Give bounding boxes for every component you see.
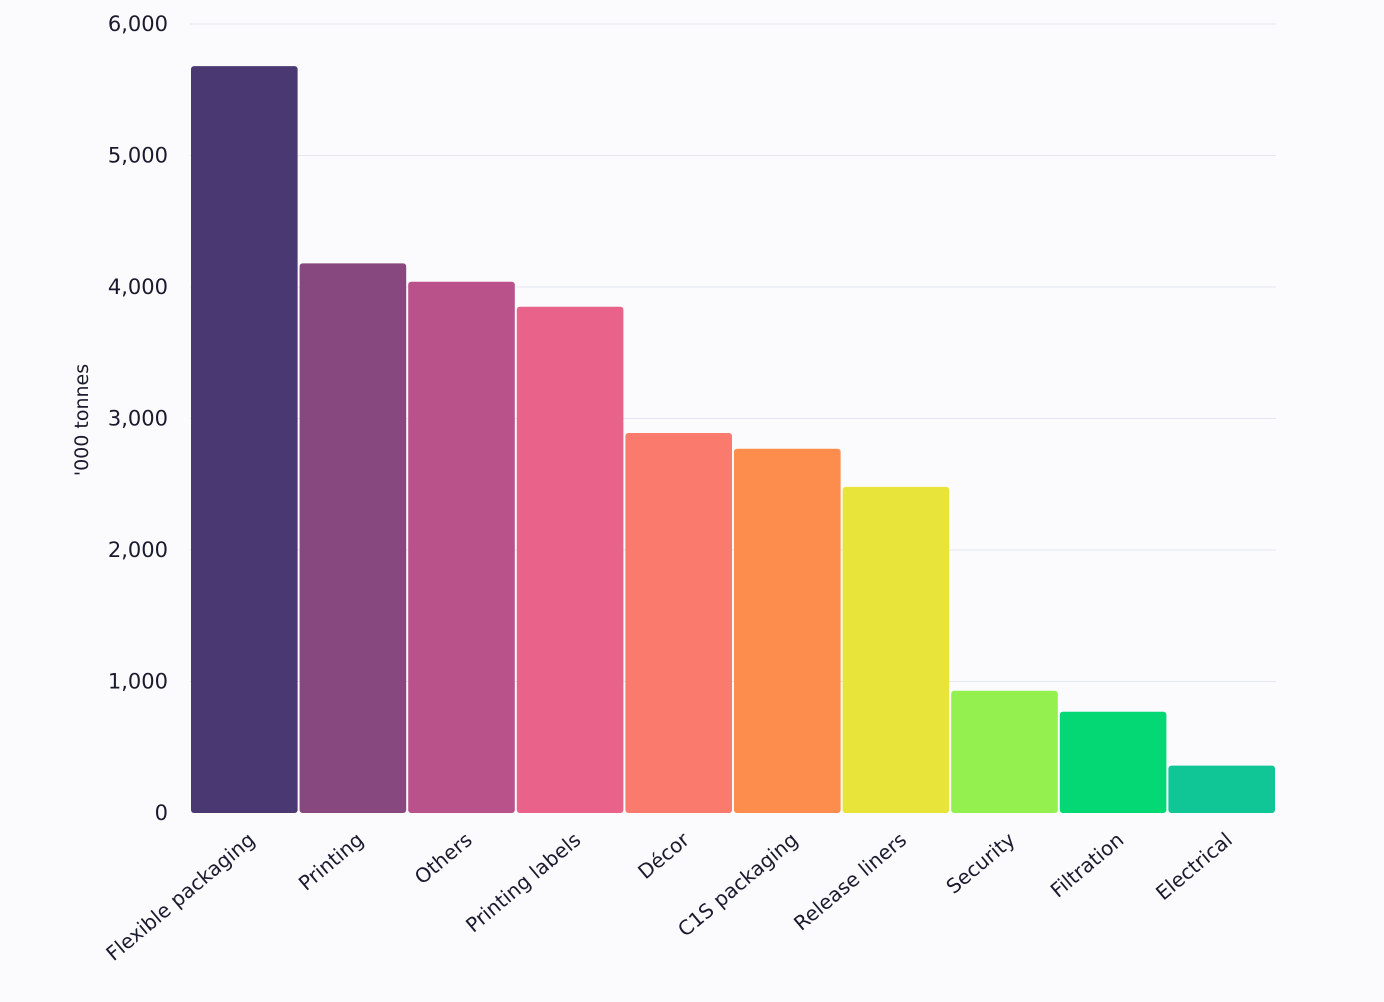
x-tick-label: Flexible packaging xyxy=(101,827,259,965)
bar xyxy=(191,66,298,813)
y-axis-title: '000 tonnes xyxy=(71,364,93,476)
x-tick-label: Filtration xyxy=(1046,827,1129,902)
bar xyxy=(951,690,1058,813)
y-tick-label: 5,000 xyxy=(108,144,168,168)
bars xyxy=(191,66,1275,814)
bar xyxy=(842,486,950,813)
bar xyxy=(734,448,841,813)
x-tick-label: Printing xyxy=(294,827,368,895)
y-tick-label: 0 xyxy=(155,801,168,825)
y-axis-ticks: 0 1,000 2,000 3,000 4,000 5,000 6,000 xyxy=(108,12,168,825)
y-tick-label: 3,000 xyxy=(108,407,168,431)
x-tick-label: Security xyxy=(941,827,1019,898)
x-tick-label: Electrical xyxy=(1151,827,1237,904)
y-tick-label: 6,000 xyxy=(108,12,168,36)
y-tick-label: 1,000 xyxy=(108,670,168,694)
x-tick-label: Décor xyxy=(633,827,694,884)
bar xyxy=(625,432,732,813)
bar xyxy=(1059,711,1167,813)
bar xyxy=(1168,765,1275,813)
x-tick-label: Others xyxy=(410,827,477,889)
bar xyxy=(516,306,624,813)
bar xyxy=(408,281,515,813)
x-axis-labels: Flexible packaging Printing OthersPrinting… xyxy=(101,827,1237,966)
bar xyxy=(299,263,407,814)
y-tick-label: 2,000 xyxy=(108,538,168,562)
x-tick-label: Printing labels xyxy=(461,827,585,937)
x-tick-label: Release liners xyxy=(789,827,911,935)
y-tick-label: 4,000 xyxy=(108,275,168,299)
